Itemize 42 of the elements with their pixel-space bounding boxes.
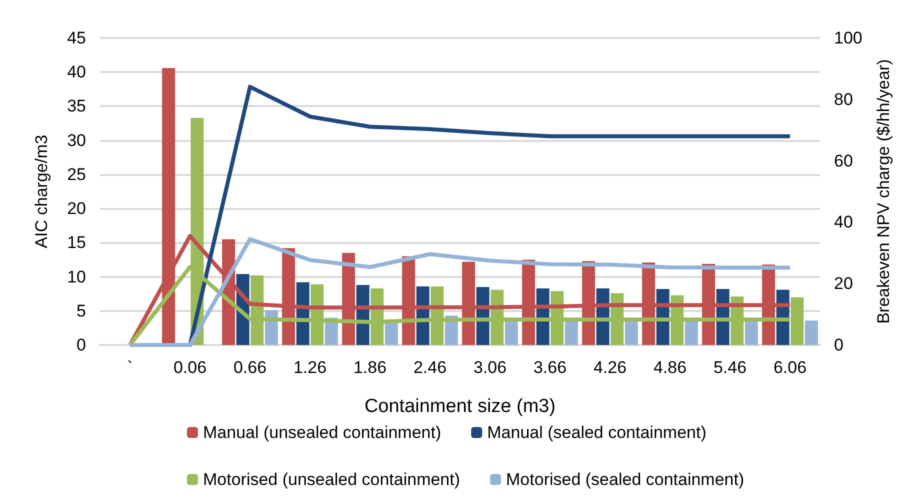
y-axis-title: AIC charge/m3: [32, 134, 51, 248]
x-tick-label: `: [127, 358, 133, 377]
y2-tick-label: 40: [834, 212, 853, 232]
y-tick-label: 45: [67, 28, 86, 48]
y-tick-label: 5: [76, 301, 86, 320]
x-tick-label: 1.26: [293, 358, 327, 377]
y-tick-label: 15: [67, 233, 86, 252]
x-tick-label: 4.86: [653, 358, 687, 377]
x-tick-label: 0.66: [233, 358, 267, 377]
x-tick-label: 6.06: [773, 358, 807, 377]
x-tick-label: 2.46: [413, 358, 447, 377]
bar: [624, 321, 638, 345]
x-axis-title: Containment size (m3): [364, 396, 556, 417]
y2-tick-label: 80: [834, 90, 853, 109]
legend-label: Motorised (sealed containment): [506, 470, 744, 489]
y-tick-label: 30: [67, 130, 86, 150]
y-tick-label: 25: [67, 164, 86, 184]
x-tick-label: 4.26: [593, 358, 627, 377]
legend-label: Manual (unsealed containment): [203, 423, 442, 442]
bar: [804, 320, 818, 345]
y2-tick-label: 20: [834, 274, 853, 294]
bar: [684, 321, 698, 345]
y2-tick-label: 100: [834, 28, 862, 48]
y-tick-label: 0: [76, 336, 86, 354]
legend-label: Manual (sealed containment): [487, 423, 706, 442]
bar: [564, 321, 578, 345]
y-tick-label: 35: [67, 96, 86, 116]
bar: [744, 321, 758, 345]
y2-axis-title: Breakeven NPV charge ($/hh/year): [874, 59, 893, 324]
y-tick-label: 10: [67, 267, 86, 286]
legend-label: Motorised (unsealed containment): [203, 470, 460, 489]
x-tick-label: 5.46: [713, 358, 747, 377]
y2-tick-label: 0: [834, 336, 844, 354]
x-tick-label: 3.66: [533, 358, 567, 377]
y2-tick-label: 60: [834, 151, 853, 170]
x-tick-label: 3.06: [473, 358, 507, 377]
bar: [504, 320, 518, 345]
y-tick-label: 40: [67, 62, 86, 82]
y-tick-label: 20: [67, 199, 86, 218]
bar: [384, 323, 398, 345]
x-tick-label: 1.86: [353, 358, 387, 377]
x-tick-label: 0.06: [173, 358, 207, 377]
